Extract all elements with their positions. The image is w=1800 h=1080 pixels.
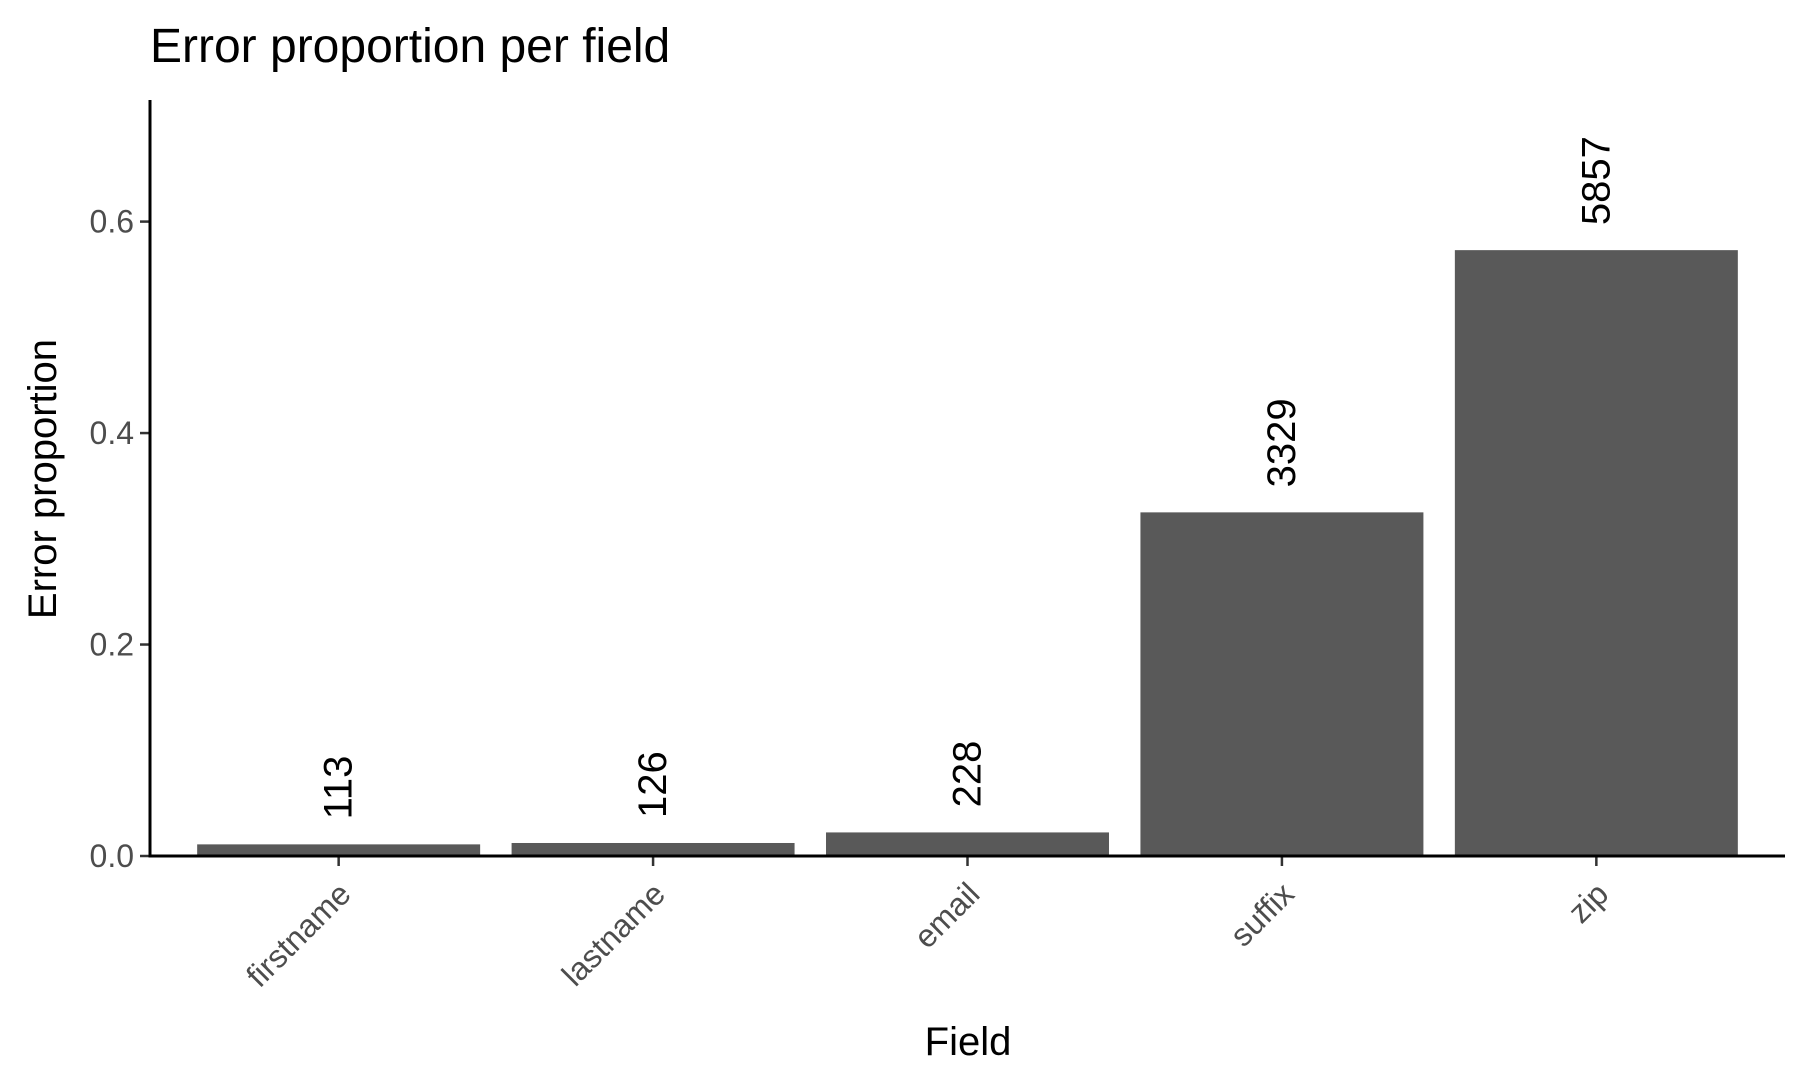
data-label-firstname: 113: [317, 756, 361, 820]
bar-email: [826, 832, 1109, 856]
x-tick-label-lastname: lastname: [555, 875, 672, 992]
x-axis: firstname lastname email suffix zip: [148, 854, 1785, 994]
data-label-zip: 5857: [1574, 136, 1618, 225]
bars-group: [197, 250, 1738, 857]
y-tick-label-0: 0.0: [90, 838, 134, 874]
x-tick-label-suffix: suffix: [1223, 875, 1301, 953]
y-axis: 0.0 0.2 0.4 0.6: [90, 100, 152, 874]
data-label-email: 228: [946, 741, 990, 808]
bar-zip: [1454, 250, 1738, 857]
data-labels-group: 113 126 228 3329 5857: [317, 136, 1619, 819]
x-tick-label-firstname: firstname: [239, 875, 358, 994]
y-tick-label-2: 0.4: [90, 415, 134, 451]
chart-title: Error proportion per field: [150, 20, 670, 73]
y-tick-label-1: 0.2: [90, 627, 134, 663]
bar-lastname: [511, 842, 795, 856]
x-tick-label-email: email: [907, 875, 987, 955]
data-label-suffix: 3329: [1260, 398, 1304, 487]
y-tick-label-3: 0.6: [90, 204, 134, 240]
bar-firstname: [197, 844, 481, 856]
x-axis-title: Field: [925, 1020, 1012, 1064]
y-axis-title: Error proportion: [21, 339, 65, 619]
x-tick-label-zip: zip: [1561, 875, 1615, 929]
data-label-lastname: 126: [631, 751, 675, 818]
bar-suffix: [1140, 512, 1424, 856]
